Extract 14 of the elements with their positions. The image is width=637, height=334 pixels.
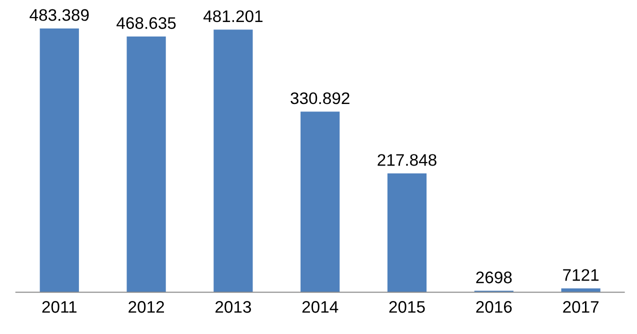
- data-label: 468.635: [116, 17, 176, 29]
- x-tick-label: 2012: [128, 301, 164, 313]
- data-label: 7121: [563, 269, 599, 281]
- data-label: 217.848: [378, 154, 436, 166]
- data-label: 330.892: [290, 92, 350, 104]
- x-tick-label: 2013: [215, 301, 251, 313]
- data-label: 2698: [476, 272, 512, 284]
- x-tick-label: 2016: [476, 301, 512, 313]
- x-tick-label: 2015: [389, 301, 425, 313]
- x-tick-label: 2017: [563, 301, 599, 313]
- data-label: 481.201: [203, 10, 262, 22]
- x-tick-label: 2011: [42, 301, 76, 313]
- x-tick-label: 2014: [302, 301, 338, 313]
- data-label: 483.389: [30, 9, 89, 21]
